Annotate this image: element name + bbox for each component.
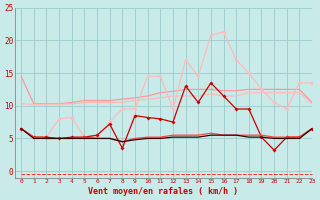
X-axis label: Vent moyen/en rafales ( km/h ): Vent moyen/en rafales ( km/h ) xyxy=(88,187,238,196)
